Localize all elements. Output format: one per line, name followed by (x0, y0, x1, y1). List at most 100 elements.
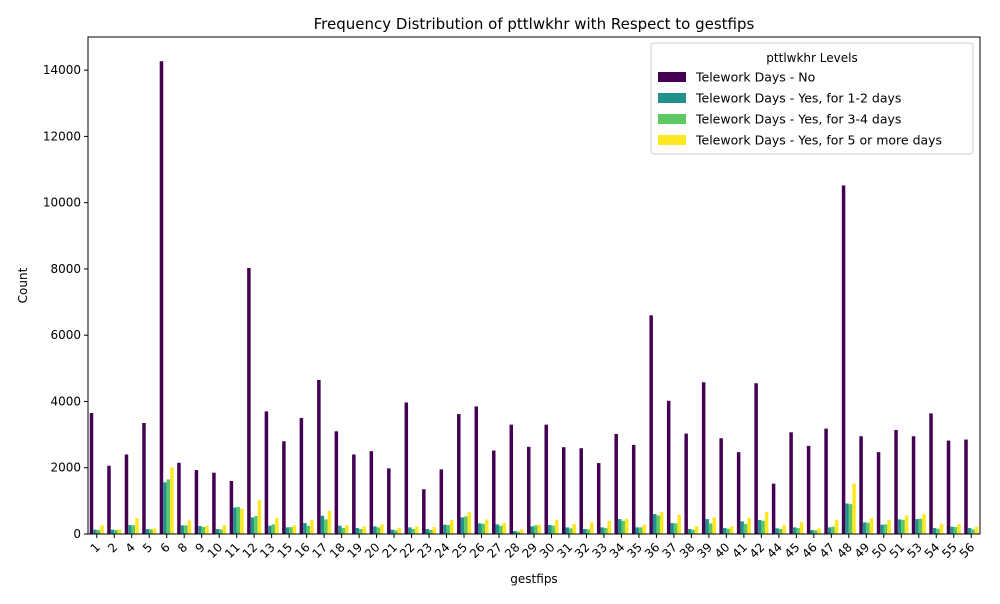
chart-title: Frequency Distribution of pttlwkhr with … (314, 15, 755, 33)
bar (666, 400, 671, 534)
bar (544, 424, 548, 534)
bar (841, 185, 846, 535)
bar (670, 523, 674, 534)
bar (950, 526, 954, 534)
bar (201, 527, 206, 534)
bar (617, 519, 622, 534)
bar (537, 524, 541, 534)
bar (520, 529, 524, 534)
bar (876, 452, 881, 534)
bar (789, 432, 793, 534)
bar (705, 519, 709, 534)
legend: pttlwkhr Levels Telework Days - No Telewo… (650, 42, 974, 155)
bar (429, 530, 433, 534)
bar (596, 463, 601, 534)
bar (582, 529, 587, 534)
bar (827, 527, 832, 534)
bar (285, 527, 290, 534)
legend-swatch (658, 93, 686, 103)
bar (761, 520, 765, 534)
bar (96, 530, 101, 534)
bar (607, 520, 611, 534)
legend-label: Telework Days - Yes, for 5 or more days (695, 133, 942, 148)
bar (638, 527, 643, 534)
bar (600, 527, 604, 534)
bar (743, 524, 748, 534)
bar (145, 529, 150, 534)
bar (649, 315, 653, 534)
bar (915, 519, 919, 534)
bar (852, 483, 856, 534)
bar (457, 414, 461, 534)
y-axis-label: Count (16, 267, 30, 303)
bar (929, 413, 933, 534)
bar (656, 515, 660, 534)
bar (642, 524, 646, 534)
legend-label: Telework Days - No (695, 70, 815, 85)
bar (527, 446, 531, 534)
bar (603, 528, 608, 534)
bar (131, 525, 136, 534)
bar (904, 515, 909, 534)
bar (824, 428, 828, 534)
bar (359, 529, 363, 534)
bar (282, 441, 286, 534)
bar (355, 528, 360, 534)
bar (478, 523, 482, 534)
bar (425, 529, 430, 534)
bar (687, 529, 692, 534)
bar (229, 480, 234, 534)
bar (387, 468, 391, 534)
bar (485, 519, 489, 534)
bar (215, 529, 220, 534)
bar (394, 530, 398, 534)
bar (957, 524, 961, 534)
y-tick-label: 10000 (43, 196, 81, 210)
bar (408, 527, 412, 534)
bar (222, 525, 227, 534)
bar (967, 528, 972, 534)
bar (124, 454, 129, 534)
bar (450, 520, 454, 534)
bar (586, 529, 590, 534)
bar (684, 433, 688, 534)
bar (918, 518, 923, 534)
bar (233, 507, 237, 534)
bar (236, 506, 241, 534)
bar (369, 451, 374, 534)
bar (166, 479, 171, 534)
bar (292, 525, 297, 534)
bar (205, 525, 209, 534)
bar (219, 529, 223, 534)
bar (547, 525, 552, 534)
bar (810, 530, 814, 534)
bar (327, 510, 332, 534)
bar (268, 525, 272, 534)
bar (652, 514, 657, 534)
y-tick-label: 4000 (50, 394, 81, 408)
bar (443, 524, 447, 534)
bar (198, 526, 202, 534)
bar (831, 526, 835, 534)
bar (568, 528, 573, 534)
bar (869, 518, 874, 534)
bar (579, 448, 583, 534)
legend-swatch (658, 72, 686, 82)
bar (513, 531, 517, 534)
bar (467, 512, 472, 534)
y-tick-label: 2000 (50, 461, 81, 475)
bar (310, 519, 314, 534)
bar (142, 423, 146, 534)
bar (460, 517, 465, 534)
bar (694, 526, 699, 534)
bar (813, 530, 818, 534)
bar (380, 524, 384, 534)
bar (180, 525, 185, 534)
bar (551, 525, 555, 534)
bar (397, 527, 402, 534)
y-tick-label: 12000 (43, 129, 81, 143)
bar (974, 526, 979, 534)
bar (303, 523, 307, 534)
bar (589, 522, 594, 534)
bar (257, 500, 262, 534)
